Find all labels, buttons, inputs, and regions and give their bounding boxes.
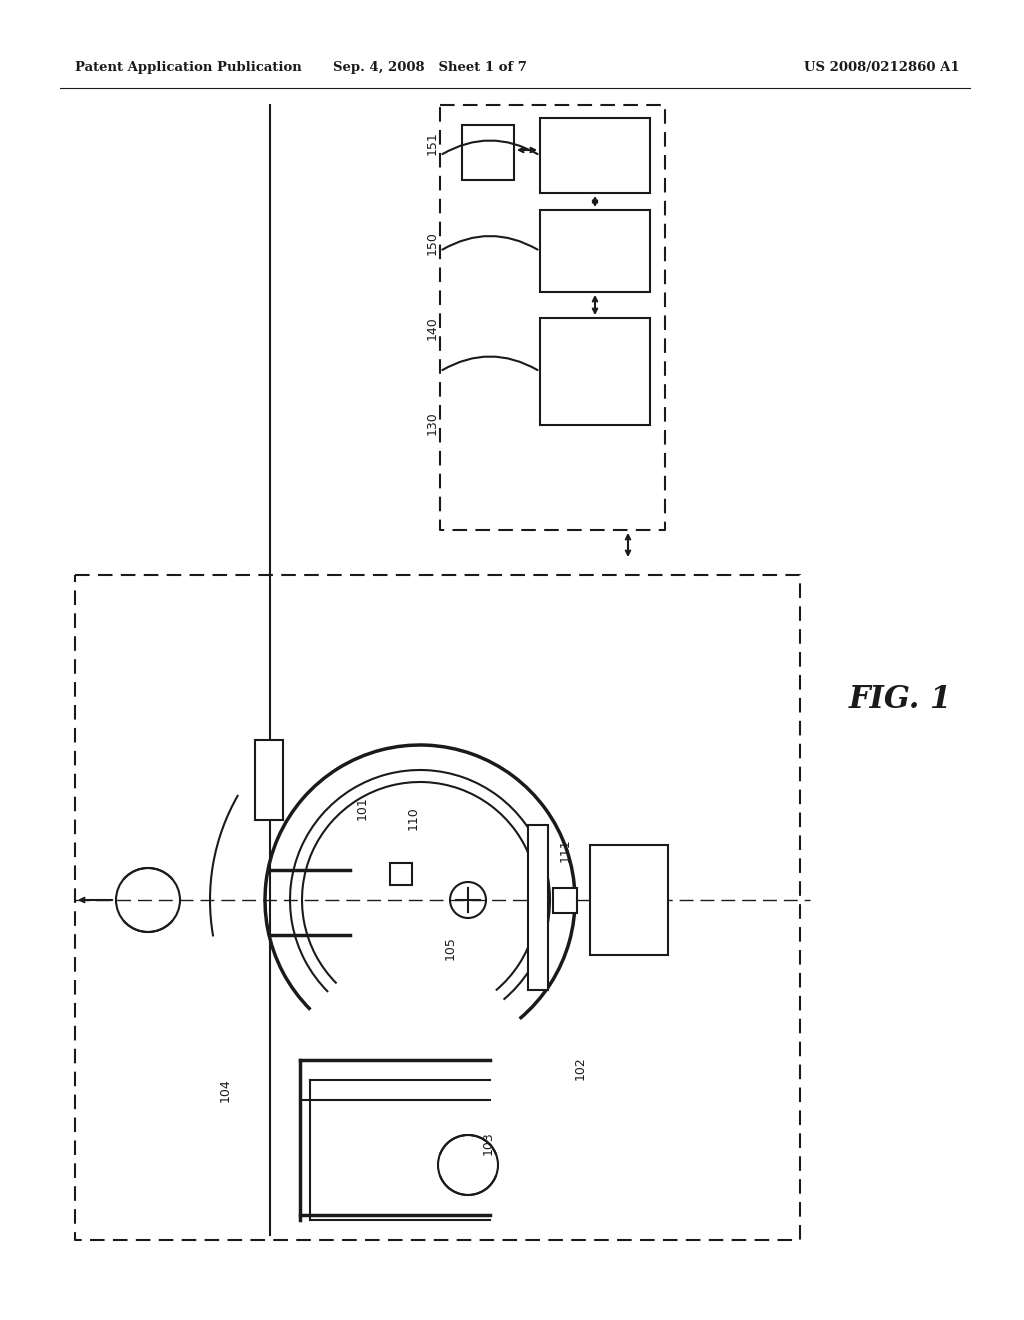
Text: 103: 103	[481, 1131, 495, 1155]
Text: 110: 110	[407, 807, 420, 830]
Bar	[553, 888, 577, 913]
Bar	[540, 117, 650, 193]
Text: Sep. 4, 2008   Sheet 1 of 7: Sep. 4, 2008 Sheet 1 of 7	[333, 62, 527, 74]
Bar	[590, 845, 668, 954]
Text: 105: 105	[443, 936, 457, 960]
Bar	[528, 825, 548, 990]
Text: 130: 130	[426, 412, 438, 436]
Text: 101: 101	[355, 796, 369, 820]
Bar	[390, 863, 412, 884]
Bar	[462, 125, 514, 180]
Text: 100: 100	[603, 857, 616, 880]
Text: 104: 104	[218, 1078, 231, 1102]
Bar	[540, 318, 650, 425]
Text: FIG. 1: FIG. 1	[848, 685, 951, 715]
Text: US 2008/0212860 A1: US 2008/0212860 A1	[805, 62, 961, 74]
Text: 151: 151	[426, 131, 438, 154]
Text: Patent Application Publication: Patent Application Publication	[75, 62, 302, 74]
Text: 102: 102	[573, 1056, 587, 1080]
Bar	[255, 741, 283, 820]
Text: 111: 111	[558, 838, 571, 862]
Bar	[540, 210, 650, 292]
Text: 140: 140	[426, 317, 438, 341]
Text: 150: 150	[426, 231, 438, 255]
